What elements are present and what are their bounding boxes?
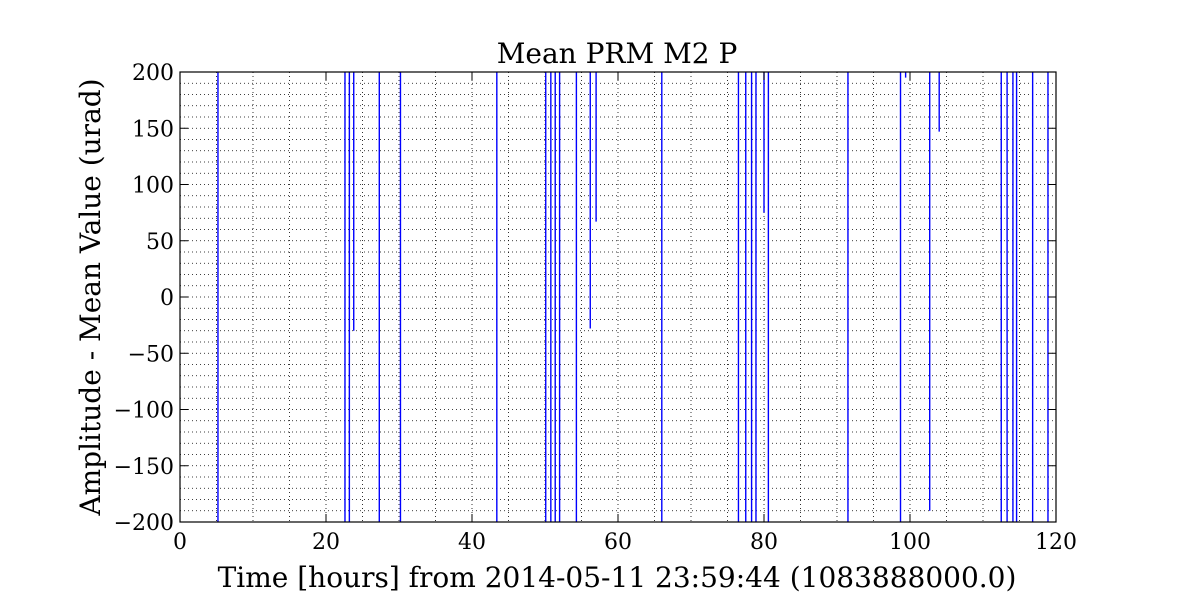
chart-title: Mean PRM M2 P <box>497 37 738 70</box>
y-tick-label: −50 <box>128 342 174 367</box>
x-tick-label: 80 <box>750 530 778 555</box>
x-tick-label: 0 <box>173 530 187 555</box>
y-tick-label: 50 <box>146 230 174 255</box>
x-tick-label: 120 <box>1035 530 1077 555</box>
y-tick-label: −200 <box>114 511 174 536</box>
y-axis-label: Amplitude - Mean Value (urad) <box>74 78 107 516</box>
y-tick-label: 100 <box>132 174 174 199</box>
x-tick-label: 20 <box>312 530 340 555</box>
axis-ticks: 0 20 40 60 80 100 120 200 150 100 50 0 −50 −100 −150 −2… <box>114 61 1077 555</box>
y-tick-label: 0 <box>160 286 174 311</box>
y-tick-label: 150 <box>132 117 174 142</box>
y-tick-label: 200 <box>132 61 174 86</box>
y-tick-label: −150 <box>114 455 174 480</box>
x-tick-label: 100 <box>889 530 931 555</box>
x-tick-label: 40 <box>458 530 486 555</box>
x-tick-label: 60 <box>604 530 632 555</box>
grid <box>180 72 1056 522</box>
x-axis-label: Time [hours] from 2014-05-11 23:59:44 (1… <box>218 561 1017 594</box>
data-series <box>217 72 1049 522</box>
y-tick-label: −100 <box>114 399 174 424</box>
